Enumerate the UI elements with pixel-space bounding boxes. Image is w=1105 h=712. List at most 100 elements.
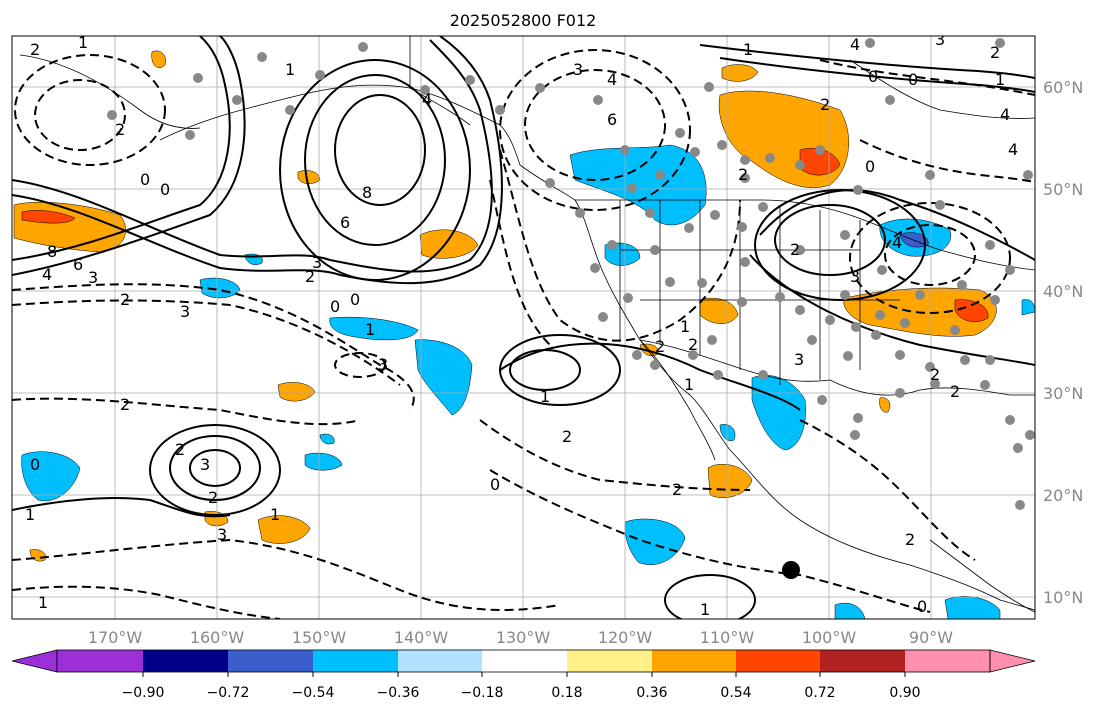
- coastlines: [19, 36, 1035, 613]
- shade-neg-7: [624, 518, 686, 565]
- contour-low-hawaii-1: [189, 449, 241, 487]
- shade-neg-15: [1021, 299, 1035, 316]
- colorbar-ticks: [142, 672, 906, 677]
- colorbar-seg: [820, 650, 905, 672]
- shade-pos-10: [297, 170, 321, 184]
- border-us-mexico: [639, 339, 831, 382]
- contour-label: 3: [200, 455, 210, 474]
- contour-label: 0: [350, 290, 360, 309]
- shade-neg-12: [719, 424, 736, 441]
- shade-neg-16: [319, 433, 335, 445]
- shade-pos-14: [879, 397, 891, 413]
- contour-label: 1: [285, 60, 295, 79]
- coast-westcoast: [519, 164, 1035, 611]
- contour-label: 2: [120, 290, 130, 309]
- shade-pos-5: [699, 297, 739, 324]
- colorbar-seg: [228, 650, 313, 672]
- contour-low-hawaii-3: [149, 424, 281, 516]
- station-dots: [107, 38, 1035, 510]
- contour-label: 8: [362, 183, 372, 202]
- contour-label: 4: [1000, 105, 1010, 124]
- contour-label: 6: [73, 255, 83, 274]
- shade-neg-3: [329, 316, 419, 341]
- shade-neg-2: [414, 339, 473, 416]
- contour-neg-5: [524, 69, 666, 181]
- contour-label: 3: [378, 355, 388, 374]
- contour-neg-18: [12, 585, 281, 619]
- contour-label: 0: [330, 297, 340, 316]
- colorbar-seg: [567, 650, 652, 672]
- contour-label: 0: [917, 597, 927, 616]
- contour-jet-east-1: [759, 189, 1035, 261]
- contour-neg-12: [12, 538, 561, 611]
- contour-neg-11: [12, 397, 361, 426]
- colorbar-seg: [482, 650, 567, 672]
- contour-high-ne-pacific-6: [304, 74, 446, 246]
- lon-label: 170°W: [88, 628, 143, 647]
- contour-label: 2: [115, 120, 125, 139]
- colorbar-tick-label: −0.36: [377, 685, 420, 701]
- colorbar-min-extend: [11, 649, 58, 673]
- contour-jet-3: [12, 36, 231, 261]
- positive-contours: [12, 36, 1035, 619]
- colorbar-tick-label: −0.90: [122, 685, 165, 701]
- contour-label: 2: [738, 165, 748, 184]
- shade-pos-3-core: [954, 299, 989, 322]
- contour-label: 2: [990, 43, 1000, 62]
- contour-label: 4: [850, 35, 860, 54]
- shade-neg-14: [944, 596, 1001, 619]
- shade-pos-11: [151, 50, 166, 68]
- contour-cutoff-tail: [499, 342, 801, 411]
- contour-neg-2: [12, 299, 401, 386]
- contour-neg-15: [799, 419, 976, 561]
- colorbar-tick-label: 0.90: [889, 685, 920, 701]
- contour-label: 1: [684, 375, 694, 394]
- contour-jet-1: [12, 39, 493, 273]
- plot-frame: [11, 35, 1036, 620]
- contour-label: 1: [540, 387, 550, 406]
- coast-gulf: [829, 379, 1035, 396]
- contour-high-bc-1: [774, 204, 886, 276]
- contour-label: 2: [930, 365, 940, 384]
- contour-high-ne-pacific-8: [334, 94, 426, 206]
- contour-label: 2: [175, 440, 185, 459]
- contour-label: 2: [790, 240, 800, 259]
- contour-neg-8: [489, 179, 551, 346]
- contour-neg-16: [819, 59, 1035, 96]
- border-alaska-canada: [409, 36, 471, 126]
- colorbar-seg: [652, 650, 736, 672]
- contour-neg-4: [34, 79, 126, 151]
- lon-label: 90°W: [909, 628, 953, 647]
- contour-low-hawaii-2: [169, 435, 261, 501]
- shade-pos-7: [257, 515, 311, 544]
- contour-label: 4: [607, 70, 617, 89]
- contour-label: 1: [995, 70, 1005, 89]
- contour-neg-7: [499, 149, 741, 342]
- contour-label: 0: [868, 67, 878, 86]
- lon-label: 130°W: [496, 628, 551, 647]
- contour-label: 1: [680, 317, 690, 336]
- lat-label: 30°N: [1043, 384, 1083, 403]
- colorbar-seg: [143, 650, 228, 672]
- shade-pos-4: [419, 229, 479, 259]
- shade-neg-13: [834, 602, 866, 619]
- contour-label: 1: [365, 320, 375, 339]
- contour-label: 2: [672, 480, 682, 499]
- contour-neg-17: [334, 352, 386, 378]
- lon-label: 120°W: [598, 628, 653, 647]
- contour-neg-13: [479, 419, 751, 491]
- plot-area: 2 1 2 1 8 6 4 3 2 0 0 8 6 3 2 0 0 3 3 1 …: [12, 35, 1035, 619]
- contour-label: 0: [490, 475, 500, 494]
- lat-label: 60°N: [1043, 78, 1083, 97]
- contour-neg-1: [12, 283, 415, 411]
- contour-jet-2: [12, 36, 503, 285]
- contour-label: 3: [312, 253, 322, 272]
- colorbar-tick-label: −0.18: [461, 685, 504, 701]
- contour-label: 3: [850, 267, 860, 286]
- contour-label: 0: [160, 180, 170, 199]
- contour-label: 3: [217, 525, 227, 544]
- contour-neg-6: [499, 49, 691, 211]
- contour-label: 0: [865, 157, 875, 176]
- lon-label: 150°W: [292, 628, 347, 647]
